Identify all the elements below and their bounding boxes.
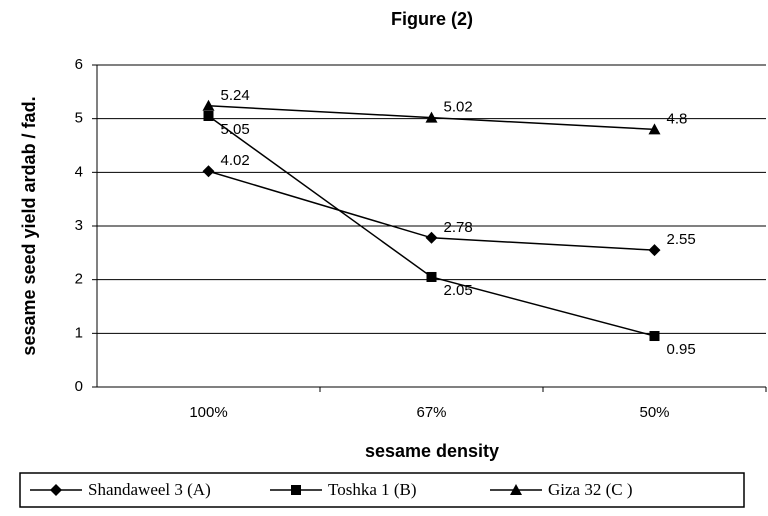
y-tick-label: 4 [75,163,83,180]
marker [648,244,661,257]
legend-box [19,472,745,508]
data-label: 2.05 [444,282,473,299]
marker [202,99,215,111]
marker [649,331,660,342]
x-tick-label: 67% [416,404,446,421]
data-label: 5.05 [221,121,250,138]
y-tick-label: 5 [75,110,83,127]
y-tick-label: 1 [75,324,83,341]
marker [425,111,438,123]
data-label: 2.55 [667,231,696,248]
marker [202,165,215,178]
data-label: 4.02 [221,152,250,169]
legend: Shandaweel 3 (A) Toshka 1 (B) Giza 32 (C ) [30,480,633,499]
data-label: 5.02 [444,99,473,116]
legend-label: Giza 32 (C ) [548,480,633,499]
data-label: 4.8 [667,110,688,127]
x-tick-label: 100% [189,404,227,421]
marker [648,123,661,135]
y-axis-label: sesame seed yield ardab / fad. [19,96,39,355]
marker [425,231,438,244]
y-tick-label: 0 [75,378,83,395]
y-tick-label: 3 [75,217,83,234]
marker [50,484,62,496]
y-tick-label: 2 [75,271,83,288]
x-tick-label: 50% [639,404,669,421]
legend-label: Toshka 1 (B) [328,480,417,499]
data-label: 2.78 [444,219,473,236]
marker [510,484,522,495]
marker [203,110,214,121]
data-label: 0.95 [667,341,696,358]
marker [426,271,437,282]
marker [291,485,301,495]
x-axis-label: sesame density [365,441,499,461]
y-tick-label: 6 [75,56,83,73]
chart-title: Figure (2) [391,9,473,29]
data-label: 5.24 [221,87,250,104]
legend-label: Shandaweel 3 (A) [88,480,211,499]
